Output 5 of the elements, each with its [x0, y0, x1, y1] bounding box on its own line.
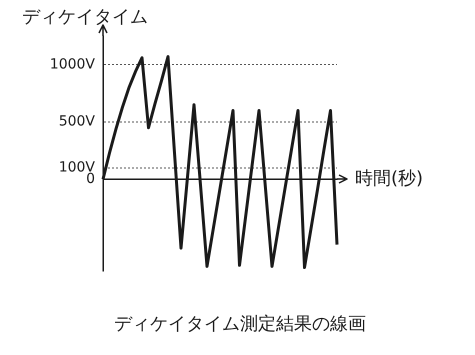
x-axis-title: 時間(秒): [355, 168, 424, 189]
y-axis-title: ディケイタイム: [22, 6, 148, 28]
y-tick-label: 500V: [58, 114, 96, 130]
text: ディケイタイム測定結果の線画: [114, 314, 366, 335]
y-tick-label: 1000V: [50, 56, 96, 72]
